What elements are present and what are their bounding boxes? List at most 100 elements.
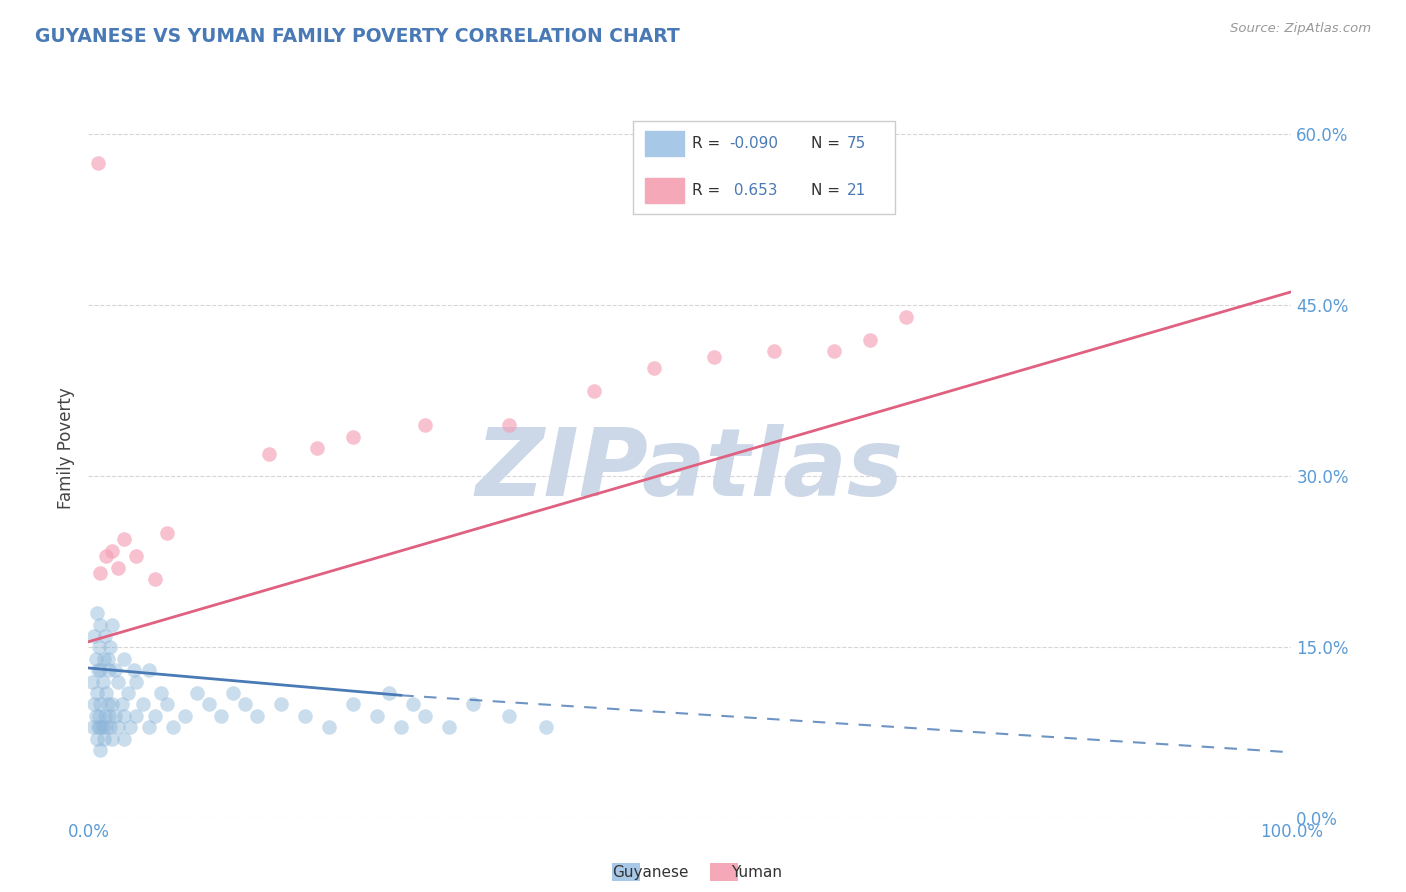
Point bbox=[96, 549, 118, 564]
Point bbox=[209, 709, 232, 723]
Point bbox=[83, 629, 105, 643]
Point bbox=[896, 310, 918, 324]
Point bbox=[823, 344, 845, 359]
Point bbox=[138, 663, 160, 677]
Point bbox=[270, 698, 292, 712]
Point bbox=[97, 698, 120, 712]
Point bbox=[86, 607, 108, 621]
Point bbox=[104, 663, 127, 677]
Point bbox=[149, 686, 172, 700]
Point bbox=[101, 731, 124, 746]
Point bbox=[83, 698, 105, 712]
Point bbox=[582, 384, 605, 398]
Point bbox=[84, 652, 107, 666]
Point bbox=[197, 698, 219, 712]
Point bbox=[173, 709, 195, 723]
Point bbox=[84, 709, 107, 723]
Point bbox=[143, 709, 166, 723]
Point bbox=[86, 686, 108, 700]
Point bbox=[101, 543, 124, 558]
Point bbox=[87, 720, 110, 734]
Point bbox=[498, 709, 520, 723]
Point bbox=[97, 652, 120, 666]
Point bbox=[98, 640, 121, 655]
Point bbox=[89, 566, 111, 581]
Point bbox=[97, 663, 120, 677]
Point bbox=[96, 686, 118, 700]
Text: N =: N = bbox=[810, 136, 845, 152]
Text: GUYANESE VS YUMAN FAMILY POVERTY CORRELATION CHART: GUYANESE VS YUMAN FAMILY POVERTY CORRELA… bbox=[35, 27, 681, 45]
Point bbox=[97, 709, 120, 723]
Point bbox=[93, 731, 115, 746]
Point bbox=[93, 652, 115, 666]
Point bbox=[94, 629, 117, 643]
Point bbox=[138, 720, 160, 734]
Text: 75: 75 bbox=[846, 136, 866, 152]
Point bbox=[222, 686, 245, 700]
Point bbox=[125, 549, 148, 564]
Point bbox=[89, 663, 111, 677]
Point bbox=[643, 361, 665, 376]
Point bbox=[125, 709, 148, 723]
Point bbox=[534, 720, 557, 734]
Point bbox=[186, 686, 208, 700]
Point bbox=[87, 156, 110, 170]
Text: ZIPatlas: ZIPatlas bbox=[475, 425, 904, 516]
Point bbox=[703, 350, 725, 364]
Text: 0.653: 0.653 bbox=[730, 183, 778, 198]
Point bbox=[120, 720, 142, 734]
Point bbox=[122, 663, 145, 677]
Point bbox=[342, 429, 364, 443]
Point bbox=[257, 447, 280, 461]
Point bbox=[89, 617, 111, 632]
Point bbox=[402, 698, 425, 712]
Point bbox=[86, 731, 108, 746]
Text: -0.090: -0.090 bbox=[730, 136, 778, 152]
Point bbox=[96, 720, 118, 734]
Point bbox=[104, 709, 127, 723]
Point bbox=[366, 709, 388, 723]
Y-axis label: Family Poverty: Family Poverty bbox=[58, 387, 75, 508]
Point bbox=[101, 617, 124, 632]
Text: Guyanese: Guyanese bbox=[613, 865, 689, 880]
Point bbox=[378, 686, 401, 700]
Point bbox=[87, 663, 110, 677]
Point bbox=[107, 720, 129, 734]
Point bbox=[318, 720, 340, 734]
Point bbox=[80, 674, 103, 689]
Point bbox=[155, 698, 177, 712]
Point bbox=[155, 526, 177, 541]
Point bbox=[89, 743, 111, 757]
Point bbox=[125, 674, 148, 689]
Point bbox=[143, 572, 166, 586]
Text: Source: ZipAtlas.com: Source: ZipAtlas.com bbox=[1230, 22, 1371, 36]
Point bbox=[91, 720, 114, 734]
Point bbox=[114, 532, 136, 546]
Point bbox=[91, 674, 114, 689]
Point bbox=[107, 560, 129, 574]
Point bbox=[89, 640, 111, 655]
Point bbox=[107, 674, 129, 689]
Point bbox=[101, 698, 124, 712]
Point bbox=[114, 709, 136, 723]
Point bbox=[246, 709, 269, 723]
Point bbox=[114, 652, 136, 666]
Text: R =: R = bbox=[693, 136, 725, 152]
Point bbox=[342, 698, 364, 712]
Point bbox=[89, 709, 111, 723]
Text: N =: N = bbox=[810, 183, 845, 198]
Point bbox=[98, 720, 121, 734]
Point bbox=[859, 333, 882, 347]
Point bbox=[389, 720, 412, 734]
Text: 21: 21 bbox=[846, 183, 866, 198]
Point bbox=[413, 709, 436, 723]
Point bbox=[89, 698, 111, 712]
Point bbox=[114, 731, 136, 746]
Text: Yuman: Yuman bbox=[731, 865, 782, 880]
Text: R =: R = bbox=[693, 183, 725, 198]
Point bbox=[498, 418, 520, 433]
Point bbox=[294, 709, 316, 723]
Point bbox=[131, 698, 153, 712]
Point bbox=[763, 344, 786, 359]
Point bbox=[233, 698, 256, 712]
